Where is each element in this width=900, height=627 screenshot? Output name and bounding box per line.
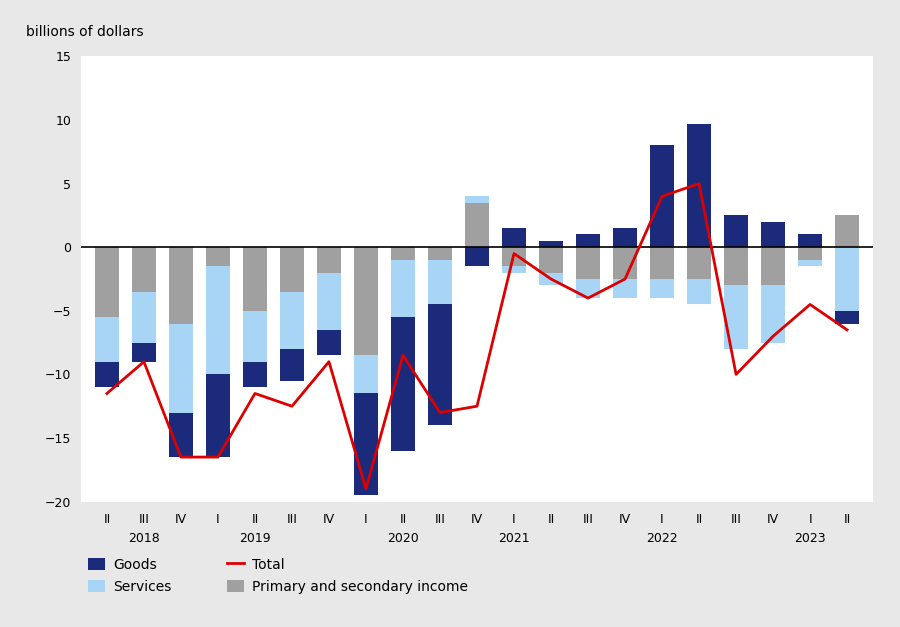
Bar bbox=[465, 203, 489, 247]
Bar bbox=[354, 356, 378, 394]
Bar bbox=[613, 228, 637, 247]
Bar bbox=[206, 247, 230, 266]
Bar bbox=[761, 247, 785, 285]
Bar bbox=[354, 394, 378, 495]
Bar bbox=[613, 247, 637, 279]
Bar bbox=[169, 324, 193, 413]
Bar bbox=[280, 247, 304, 292]
Text: II: II bbox=[843, 513, 850, 525]
Bar bbox=[650, 279, 674, 298]
Text: III: III bbox=[582, 513, 593, 525]
Text: I: I bbox=[512, 513, 516, 525]
Text: IV: IV bbox=[619, 513, 631, 525]
Bar bbox=[835, 247, 860, 311]
Text: IV: IV bbox=[323, 513, 335, 525]
Bar bbox=[169, 247, 193, 324]
Bar bbox=[169, 413, 193, 457]
Bar bbox=[428, 247, 452, 260]
Bar bbox=[391, 260, 415, 317]
Text: IV: IV bbox=[471, 513, 483, 525]
Text: 2023: 2023 bbox=[795, 532, 826, 545]
Bar bbox=[576, 247, 600, 279]
Bar bbox=[502, 266, 526, 273]
Bar bbox=[391, 247, 415, 260]
Text: IV: IV bbox=[767, 513, 779, 525]
Bar bbox=[94, 247, 119, 317]
Bar bbox=[280, 349, 304, 381]
Bar bbox=[428, 305, 452, 425]
Text: II: II bbox=[400, 513, 407, 525]
Bar bbox=[243, 362, 267, 387]
Bar bbox=[243, 311, 267, 362]
Bar bbox=[132, 342, 156, 362]
Text: II: II bbox=[547, 513, 554, 525]
Bar bbox=[650, 145, 674, 247]
Text: II: II bbox=[696, 513, 703, 525]
Bar bbox=[317, 273, 341, 330]
Text: 2020: 2020 bbox=[387, 532, 418, 545]
Text: I: I bbox=[808, 513, 812, 525]
Bar bbox=[132, 292, 156, 342]
Bar bbox=[317, 330, 341, 356]
Bar bbox=[317, 247, 341, 273]
Bar bbox=[576, 279, 600, 298]
Legend: Goods, Services, Total, Primary and secondary income: Goods, Services, Total, Primary and seco… bbox=[88, 557, 468, 594]
Bar bbox=[687, 279, 711, 305]
Bar bbox=[539, 247, 563, 273]
Text: III: III bbox=[731, 513, 742, 525]
Bar bbox=[502, 247, 526, 266]
Bar bbox=[724, 285, 748, 349]
Text: I: I bbox=[216, 513, 220, 525]
Text: IV: IV bbox=[175, 513, 187, 525]
Bar bbox=[243, 247, 267, 311]
Bar bbox=[539, 273, 563, 285]
Text: I: I bbox=[364, 513, 368, 525]
Bar bbox=[206, 266, 230, 374]
Text: billions of dollars: billions of dollars bbox=[25, 24, 143, 39]
Bar bbox=[835, 311, 860, 324]
Bar bbox=[428, 260, 452, 305]
Bar bbox=[465, 247, 489, 266]
Text: II: II bbox=[251, 513, 258, 525]
Bar bbox=[724, 247, 748, 285]
Bar bbox=[761, 285, 785, 342]
Bar bbox=[724, 216, 748, 247]
Bar bbox=[206, 374, 230, 457]
Bar bbox=[798, 247, 822, 260]
Bar bbox=[576, 234, 600, 247]
Bar bbox=[94, 317, 119, 362]
Text: III: III bbox=[139, 513, 149, 525]
Bar bbox=[280, 292, 304, 349]
Bar bbox=[391, 317, 415, 451]
Bar bbox=[502, 228, 526, 247]
Text: II: II bbox=[104, 513, 111, 525]
Text: I: I bbox=[661, 513, 664, 525]
Bar bbox=[354, 247, 378, 356]
Bar bbox=[539, 241, 563, 247]
Text: 2021: 2021 bbox=[499, 532, 530, 545]
Bar bbox=[687, 124, 711, 247]
Bar bbox=[94, 362, 119, 387]
Bar bbox=[798, 260, 822, 266]
Text: III: III bbox=[435, 513, 446, 525]
Bar bbox=[835, 216, 860, 247]
Text: 2022: 2022 bbox=[646, 532, 678, 545]
Bar bbox=[650, 247, 674, 279]
Bar bbox=[613, 279, 637, 298]
Bar bbox=[132, 247, 156, 292]
Bar bbox=[687, 247, 711, 279]
Bar bbox=[798, 234, 822, 247]
Text: III: III bbox=[286, 513, 297, 525]
Bar bbox=[465, 196, 489, 203]
Bar bbox=[761, 222, 785, 247]
Text: 2019: 2019 bbox=[239, 532, 271, 545]
Text: 2018: 2018 bbox=[128, 532, 160, 545]
